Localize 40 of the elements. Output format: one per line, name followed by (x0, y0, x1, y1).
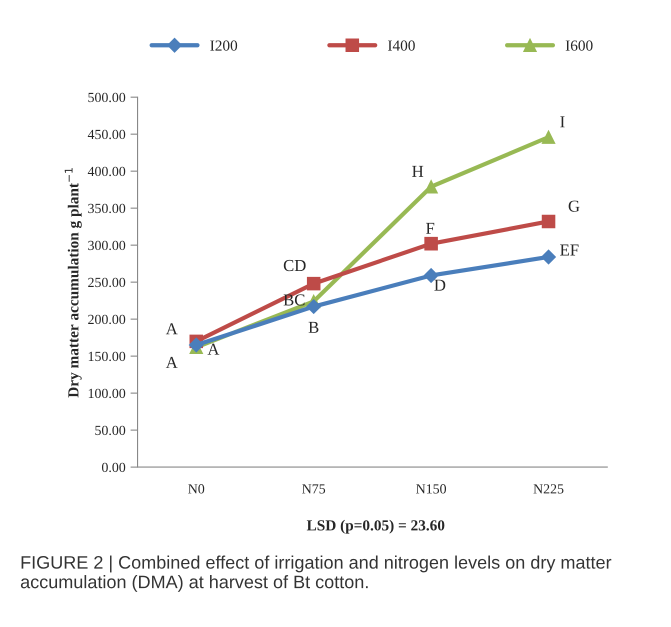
annotation: A (166, 356, 178, 368)
y-tick-label: 0.00 (102, 462, 126, 472)
text: LSD (p=0.05) = 23.60 (306, 520, 444, 534)
y-tick-label: 50.00 (95, 426, 126, 436)
point (541, 250, 556, 264)
y-tick-label: 500.00 (88, 92, 126, 102)
x-tick-label: N0 (188, 484, 204, 494)
annotation: CD (284, 260, 306, 272)
point (542, 214, 556, 228)
point (542, 130, 556, 144)
x-tick-label: N225 (534, 484, 564, 494)
legend-label: I600 (566, 40, 593, 51)
y-axis-title: Dry matter accumulation g plant$^{−1}$ (64, 168, 82, 398)
annotation: A (166, 323, 178, 334)
y-tick-label: 450.00 (88, 130, 126, 140)
y-tick-label: 350.00 (88, 204, 126, 214)
y-tick-label: 250.00 (88, 278, 126, 288)
legend-label: I400 (388, 40, 415, 51)
y-tick-label: 400.00 (88, 166, 126, 176)
y-tick-label: 150.00 (88, 352, 126, 362)
point (424, 236, 438, 250)
y-tick-label: 300.00 (88, 240, 126, 250)
caption: FIGURE 2 | Combined effect of irrigation and nitrogen levels on dry matter accumulation (DMA) at harvest of Bt cotton. (20, 556, 612, 592)
annotation: H (412, 166, 424, 177)
annotation: D (434, 280, 446, 291)
annotation: F (426, 222, 434, 234)
y-tick-label: 200.00 (88, 314, 126, 324)
annotation: BC (284, 294, 304, 306)
annotation: A (208, 344, 220, 355)
annotation: I (560, 116, 565, 128)
annotation: G (568, 200, 580, 212)
x-tick-label: N150 (416, 484, 446, 494)
annotation: B (308, 322, 318, 333)
y-tick-label: 100.00 (88, 388, 126, 398)
legend-label: I200 (210, 40, 238, 51)
x-tick-label: N75 (302, 484, 326, 494)
point (306, 299, 322, 314)
point (306, 276, 320, 290)
annotation: EF (560, 244, 578, 256)
point (424, 180, 438, 194)
